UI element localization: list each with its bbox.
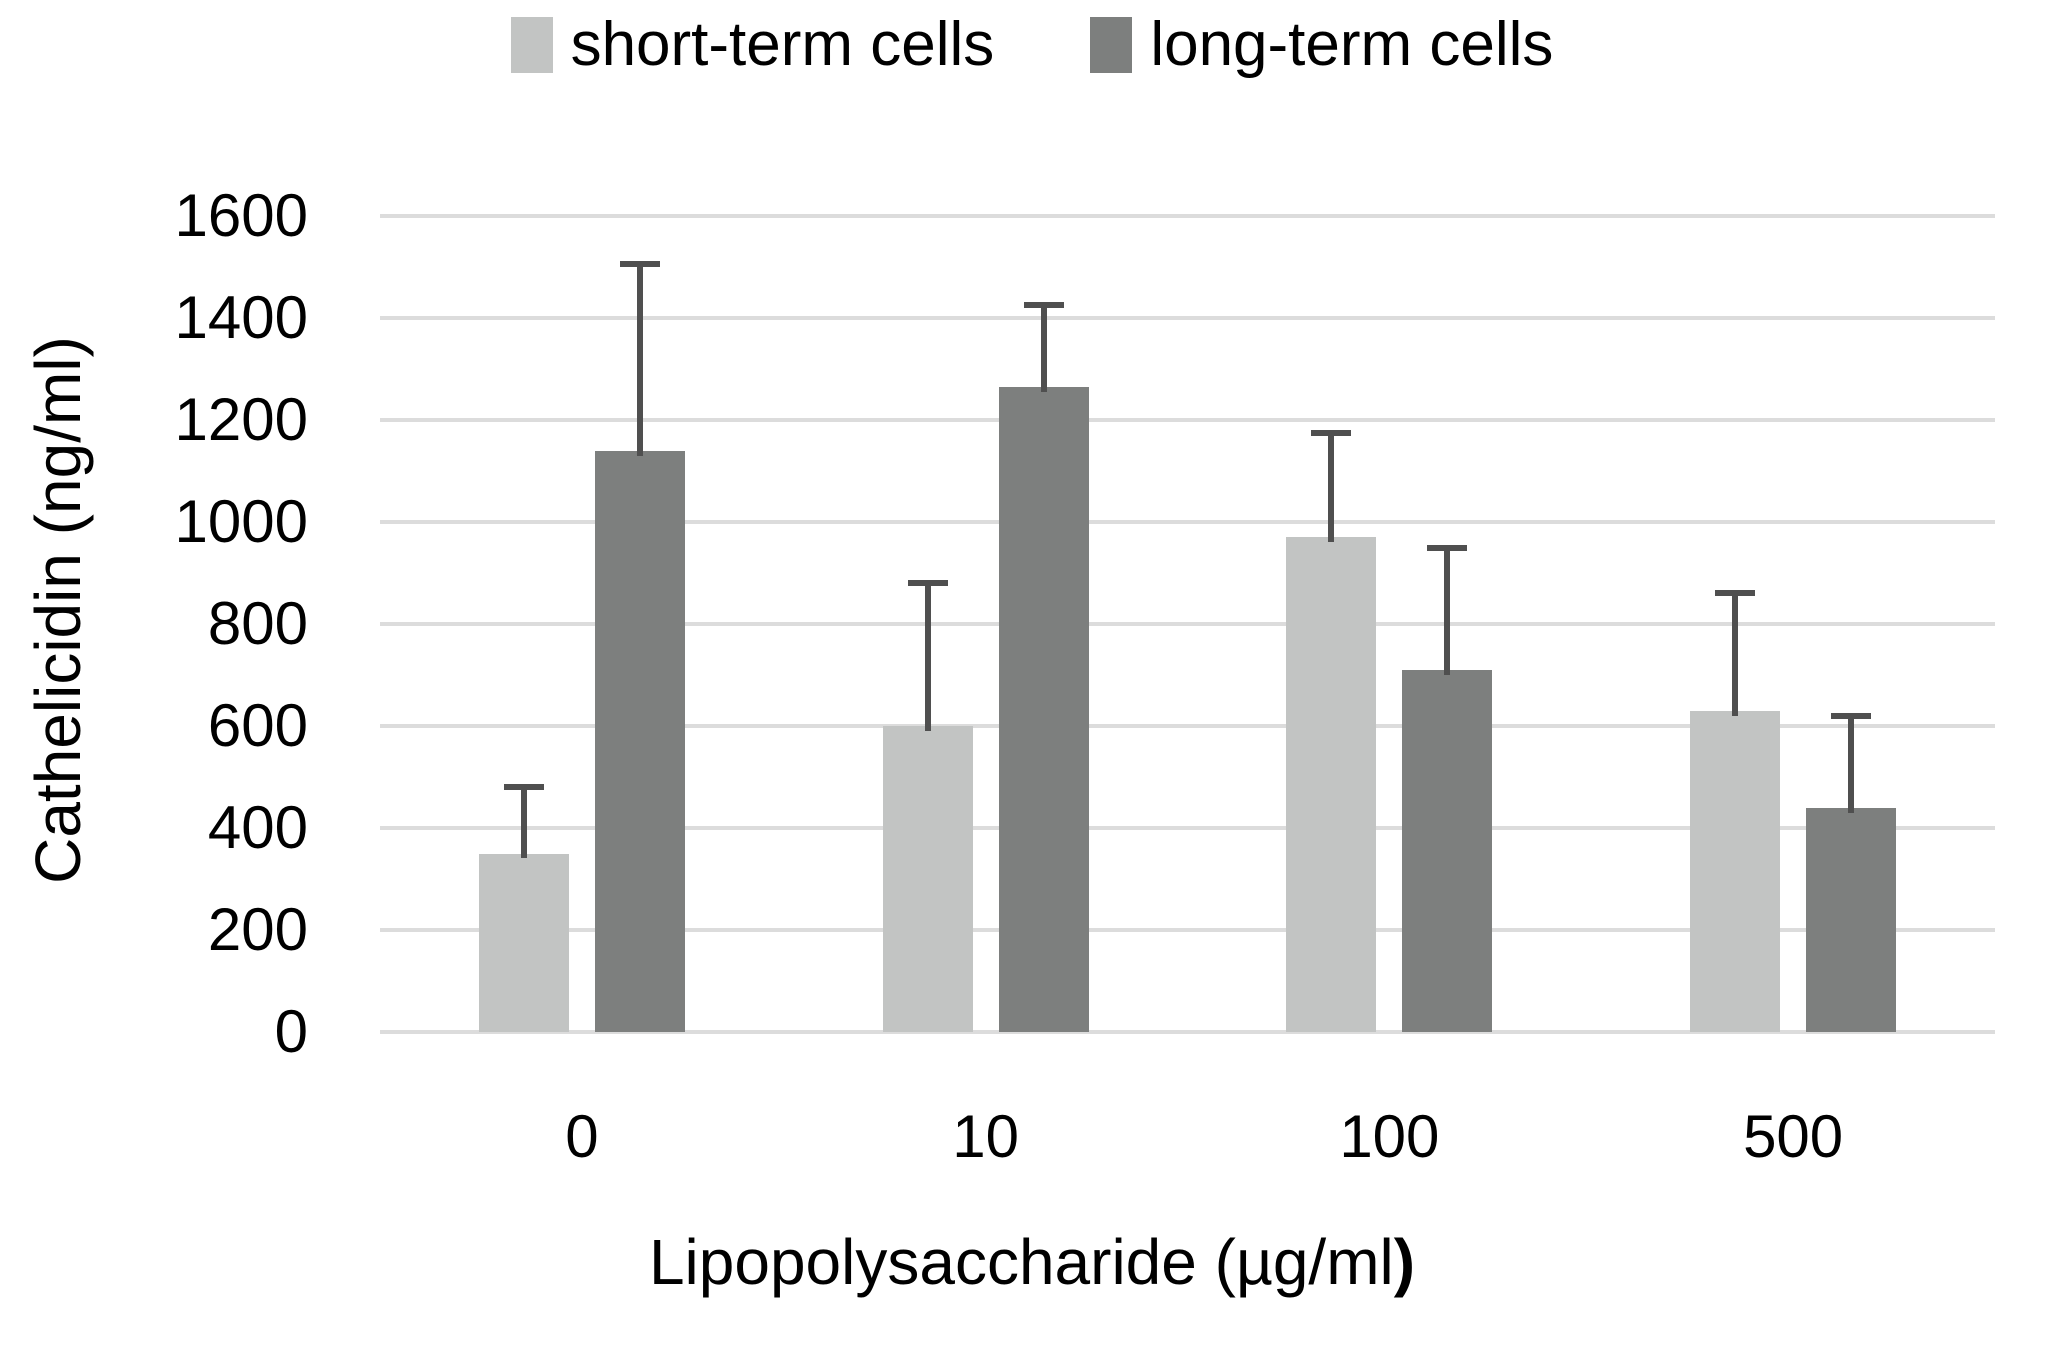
legend-swatch-long-term-icon bbox=[1090, 17, 1133, 73]
bar-long-term-cells bbox=[1402, 669, 1493, 1032]
legend-label-long-term: long-term cells bbox=[1150, 10, 1554, 79]
bar-long-term-cells bbox=[998, 386, 1089, 1032]
error-bar-cap bbox=[907, 580, 948, 587]
x-axis-title-text: Lipopolysaccharide (µg/ml bbox=[648, 1226, 1394, 1298]
legend-item-long-term: long-term cells bbox=[1090, 10, 1553, 80]
x-tick-label: 100 bbox=[1339, 1103, 1440, 1170]
error-bar-cap bbox=[1311, 429, 1352, 436]
error-bar-stem bbox=[1328, 432, 1335, 543]
gridline bbox=[380, 214, 1995, 218]
x-tick-label: 10 bbox=[952, 1103, 1019, 1170]
error-bar-stem bbox=[1444, 547, 1451, 675]
x-axis-title-closing-paren: ) bbox=[1393, 1226, 1416, 1298]
gridline bbox=[380, 1030, 1995, 1034]
y-tick-label: 1200 bbox=[174, 386, 308, 453]
error-bar-stem bbox=[1040, 305, 1047, 392]
error-bar-stem bbox=[1732, 593, 1739, 716]
y-tick-label: 1400 bbox=[174, 284, 308, 351]
error-bar-cap bbox=[619, 261, 660, 268]
bar-long-term-cells bbox=[1806, 807, 1897, 1032]
bar-short-term-cells bbox=[882, 726, 973, 1032]
y-tick-label: 1600 bbox=[174, 182, 308, 249]
bar-short-term-cells bbox=[1286, 537, 1377, 1032]
error-bar-cap bbox=[1427, 544, 1468, 551]
y-tick-label: 400 bbox=[207, 794, 308, 861]
y-tick-label: 1000 bbox=[174, 488, 308, 555]
gridline bbox=[380, 520, 1995, 524]
error-bar-cap bbox=[1023, 302, 1064, 309]
error-bar-stem bbox=[520, 787, 527, 859]
error-bar-stem bbox=[636, 264, 643, 456]
y-tick-label: 200 bbox=[207, 896, 308, 963]
error-bar-cap bbox=[1715, 590, 1756, 597]
y-tick-label: 800 bbox=[207, 590, 308, 657]
gridline bbox=[380, 928, 1995, 932]
y-tick-label: 0 bbox=[274, 998, 308, 1065]
bar-long-term-cells bbox=[594, 450, 685, 1032]
x-tick-label: 0 bbox=[565, 1103, 599, 1170]
legend-label-short-term: short-term cells bbox=[570, 10, 995, 79]
error-bar-stem bbox=[924, 583, 931, 731]
x-tick-label: 500 bbox=[1743, 1103, 1844, 1170]
bar-short-term-cells bbox=[1690, 710, 1781, 1032]
legend: short-term cells long-term cells bbox=[0, 10, 2064, 80]
legend-item-short-term: short-term cells bbox=[510, 10, 995, 80]
legend-swatch-short-term-icon bbox=[510, 17, 553, 73]
gridline bbox=[380, 826, 1995, 830]
gridline bbox=[380, 622, 1995, 626]
x-axis-title: Lipopolysaccharide (µg/ml) bbox=[0, 1222, 2064, 1302]
error-bar-cap bbox=[503, 784, 544, 791]
y-tick-label: 600 bbox=[207, 692, 308, 759]
bar-short-term-cells bbox=[478, 853, 569, 1032]
error-bar-cap bbox=[1831, 712, 1872, 719]
error-bar-stem bbox=[1848, 715, 1855, 813]
gridline bbox=[380, 724, 1995, 728]
gridline bbox=[380, 316, 1995, 320]
gridline bbox=[380, 418, 1995, 422]
